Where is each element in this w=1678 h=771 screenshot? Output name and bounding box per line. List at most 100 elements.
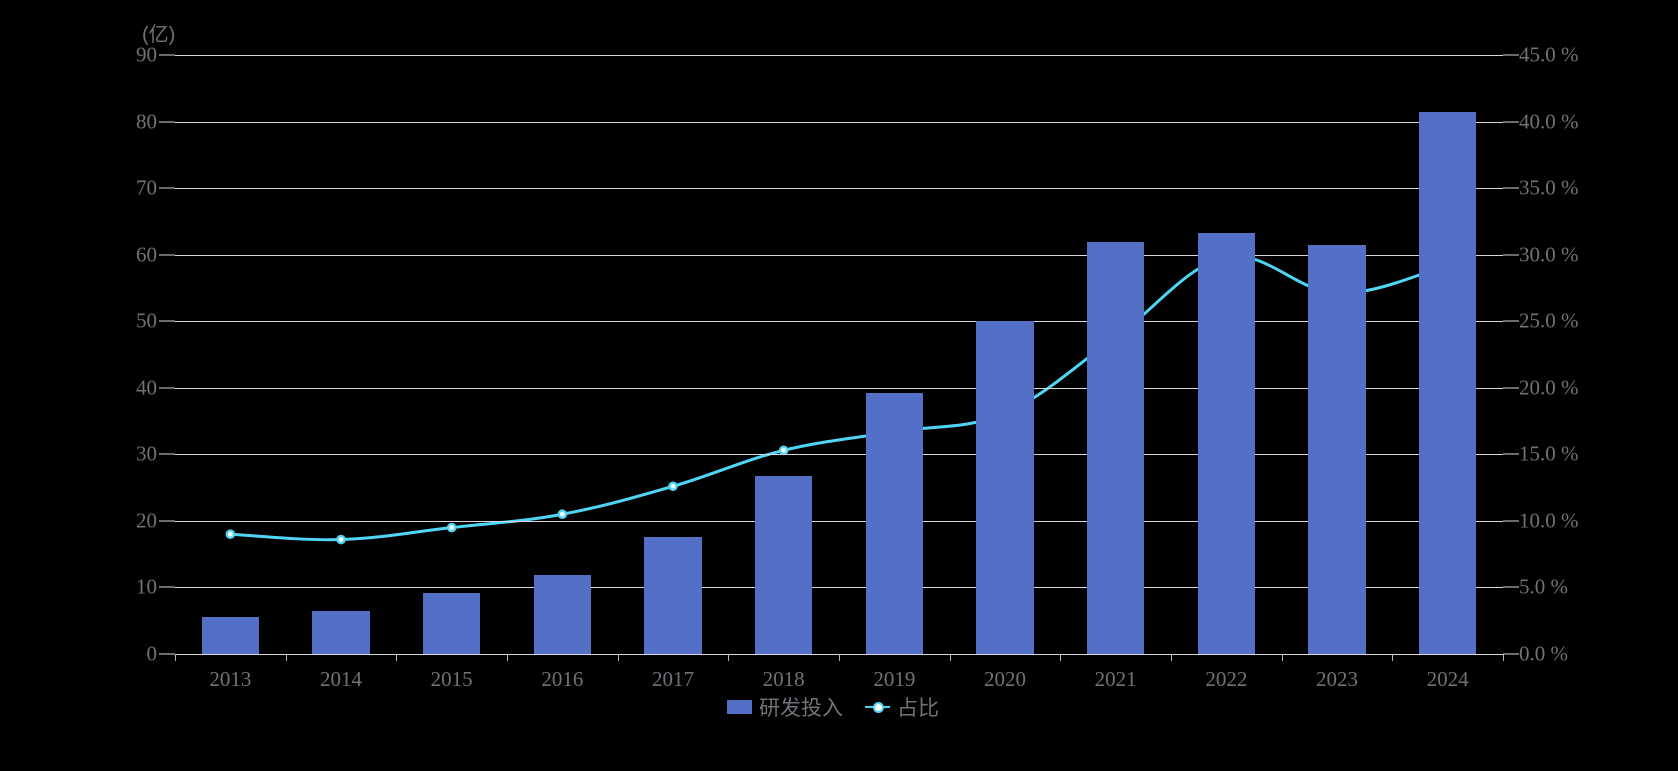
legend-line-marker-icon — [865, 700, 890, 714]
x-axis-tick-mark — [839, 654, 840, 661]
y-axis-left-tick-label: 80 — [136, 109, 157, 134]
x-axis-tick-label: 2013 — [209, 667, 252, 691]
bar[interactable] — [754, 475, 813, 654]
x-axis-tick-label: 2014 — [320, 667, 362, 691]
y-axis-left-tick-label: 70 — [136, 175, 157, 200]
plot-area: 0 10 20 30 40 50 60 70 80 90 0.0 % 5.0 % 10.0 % 15.0 … — [136, 43, 1579, 692]
gridline — [175, 254, 1503, 256]
y-axis-right-tick-label: 25.0 % — [1519, 308, 1579, 333]
bar[interactable] — [1308, 244, 1366, 654]
y-axis-left-tick-mark — [159, 121, 175, 123]
y-axis-left-tick-label: 20 — [136, 508, 157, 533]
y-axis-right-tick-mark — [1503, 320, 1519, 322]
gridline — [175, 520, 1503, 522]
x-axis-tick-mark — [285, 654, 287, 661]
x-axis-tick-label: 2022 — [1205, 667, 1248, 691]
y-axis-right-tick-label: 5.0 % — [1519, 574, 1568, 599]
x-axis-tick-mark — [728, 654, 730, 661]
gridline — [175, 387, 1503, 389]
y-axis-right-tick-label: 15.0 % — [1519, 441, 1579, 466]
line-data-point[interactable] — [336, 534, 346, 545]
y-axis-right-tick-label: 45.0 % — [1519, 42, 1579, 67]
gridline — [175, 321, 1503, 323]
y-axis-left-tick-mark — [159, 653, 175, 655]
y-axis-right-tick-mark — [1503, 586, 1519, 588]
legend-label: 占比 — [897, 696, 939, 720]
x-axis-tick-label: 2018 — [762, 667, 805, 691]
bar[interactable] — [1418, 111, 1477, 654]
x-axis-tick-label: 2016 — [541, 667, 584, 691]
bar[interactable] — [976, 320, 1034, 654]
x-axis-tick-label: 2020 — [984, 667, 1026, 691]
gridline — [175, 121, 1503, 123]
y-axis-left-tick-mark — [159, 387, 175, 389]
legend-bar-swatch-icon — [727, 700, 752, 714]
y-axis-right-tick-label: 0.0 % — [1519, 641, 1568, 666]
y-axis-left-tick-mark — [159, 586, 175, 588]
gridline — [175, 587, 1503, 589]
y-axis-left-tick-label: 30 — [136, 441, 157, 466]
y-axis-left-tick-label: 60 — [136, 242, 157, 267]
y-axis-right-tick-mark — [1503, 653, 1519, 655]
x-axis-tick-mark — [175, 654, 176, 661]
percentage-line-series — [225, 252, 1453, 545]
y-axis-right-tick-mark — [1503, 254, 1519, 256]
line-path — [228, 254, 1450, 542]
y-axis-right-tick-mark — [1503, 121, 1519, 123]
line-data-point[interactable] — [446, 522, 457, 533]
legend-item[interactable]: 研发投入 — [727, 692, 843, 722]
legend-item[interactable]: 占比 — [865, 692, 939, 722]
x-axis-tick-mark — [1171, 654, 1172, 661]
line-data-point[interactable] — [557, 509, 568, 520]
gridline — [175, 188, 1503, 190]
x-axis-tick-mark — [396, 654, 398, 661]
x-axis-tick-mark — [1392, 654, 1394, 661]
y-axis-left-tick-mark — [159, 187, 175, 189]
x-axis-tick-mark — [507, 654, 508, 661]
y-axis-left-tick-mark — [159, 320, 175, 322]
y-axis-left-tick-mark — [159, 54, 175, 56]
y-axis-left-tick-label: 40 — [136, 375, 157, 400]
x-axis-tick-label: 2017 — [652, 667, 694, 691]
gridline — [175, 55, 1503, 56]
y-axis-right-tick-label: 20.0 % — [1519, 375, 1579, 400]
bar[interactable] — [533, 574, 592, 654]
y-axis-left-tick-mark — [159, 520, 175, 522]
x-axis-tick-mark — [1281, 654, 1283, 661]
legend-label: 研发投入 — [759, 696, 843, 720]
y-axis-left-tick-label: 10 — [136, 574, 157, 599]
y-axis-left-tick-label: 0 — [146, 641, 158, 666]
line-data-point[interactable] — [225, 529, 236, 540]
bar[interactable] — [312, 610, 370, 654]
x-axis-tick-mark — [617, 654, 619, 661]
y-axis-right-tick-mark — [1503, 520, 1519, 522]
gridline — [175, 454, 1503, 456]
chart-legend: 研发投入 占比 — [0, 692, 1678, 722]
y-axis-unit-label: (亿) — [142, 24, 176, 46]
y-axis-right-tick-mark — [1503, 54, 1519, 56]
bar[interactable] — [1086, 242, 1145, 654]
y-axis-right-tick-mark — [1503, 187, 1519, 189]
y-axis-left-tick-label: 50 — [136, 308, 157, 333]
x-axis-tick-label: 2021 — [1094, 667, 1137, 691]
y-axis-right-tick-mark — [1503, 453, 1519, 455]
line-data-point[interactable] — [778, 445, 789, 456]
y-axis-right-tick-label: 10.0 % — [1519, 508, 1579, 533]
bar[interactable] — [644, 536, 702, 654]
bar[interactable] — [201, 616, 260, 654]
x-axis-tick-mark — [1060, 654, 1062, 661]
x-axis-tick-label: 2019 — [873, 667, 916, 691]
x-axis-tick-mark — [1503, 654, 1504, 661]
y-axis-left-tick-mark — [159, 453, 175, 455]
line-data-point[interactable] — [668, 481, 678, 492]
x-axis-tick-mark — [949, 654, 951, 661]
y-axis-left-tick-label: 90 — [136, 42, 157, 67]
bar[interactable] — [865, 393, 924, 654]
x-axis-tick-label: 2015 — [430, 667, 473, 691]
x-axis-tick-label: 2023 — [1316, 667, 1358, 691]
bar[interactable] — [1197, 232, 1256, 654]
x-axis-tick-label: 2024 — [1426, 667, 1469, 691]
bar[interactable] — [422, 593, 481, 654]
y-axis-right-tick-mark — [1503, 387, 1519, 389]
